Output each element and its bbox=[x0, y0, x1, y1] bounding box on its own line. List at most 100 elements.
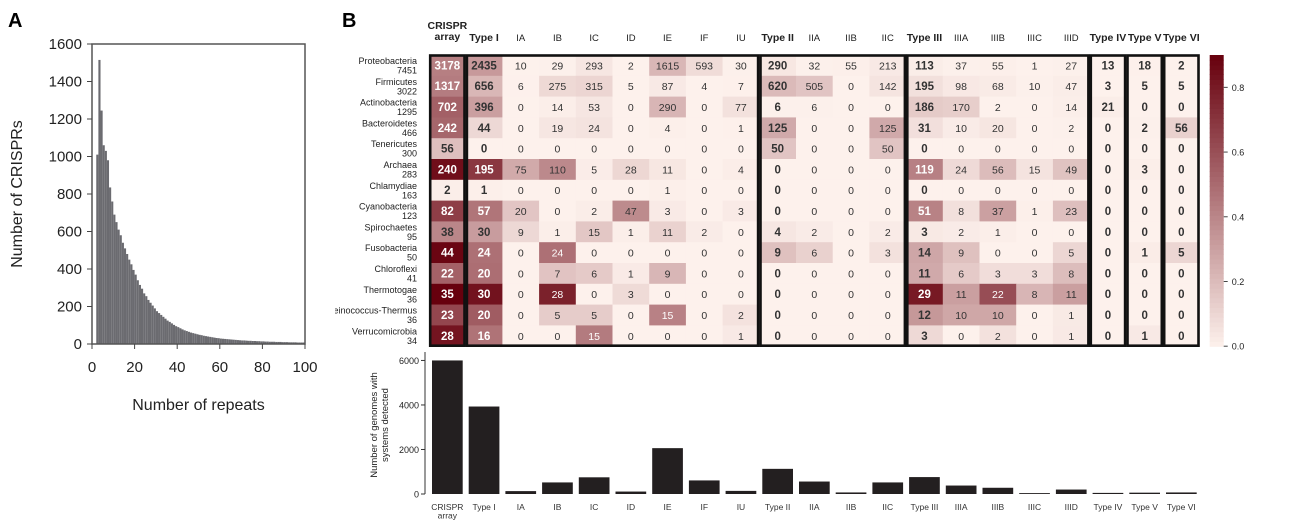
heatmap-value: 293 bbox=[585, 60, 603, 72]
heatmap-value: 77 bbox=[735, 102, 747, 114]
heatmap-cell bbox=[575, 200, 613, 222]
heatmap-cell bbox=[502, 75, 540, 97]
heatmap-cell bbox=[1052, 55, 1090, 77]
heatmap-cell bbox=[539, 283, 577, 305]
x-tick-label: 80 bbox=[254, 359, 271, 376]
heatmap-value: 0 bbox=[555, 144, 561, 156]
heatmap-cell bbox=[1126, 304, 1164, 326]
column-group-border bbox=[1162, 54, 1200, 348]
heatmap-value: 0 bbox=[628, 310, 634, 322]
heatmap-cell bbox=[429, 283, 466, 305]
histogram-bar bbox=[111, 201, 114, 344]
heatmap-cell bbox=[1163, 304, 1200, 326]
row-label-count: 36 bbox=[407, 315, 417, 325]
heatmap-cell bbox=[575, 96, 613, 118]
heatmap-cell bbox=[759, 221, 797, 243]
heatmap-cell bbox=[465, 117, 503, 139]
heatmap-value: 1615 bbox=[656, 60, 680, 72]
colorbar-segment bbox=[1209, 249, 1224, 255]
heatmap-value: 290 bbox=[659, 102, 677, 114]
histogram-bar bbox=[102, 145, 105, 344]
colorbar-segment bbox=[1209, 142, 1224, 148]
colorbar-segment bbox=[1209, 307, 1224, 313]
histogram-bar bbox=[219, 338, 222, 344]
colorbar-segment bbox=[1209, 200, 1224, 207]
colorbar-segment bbox=[1209, 224, 1224, 231]
heatmap-value: 2 bbox=[885, 227, 891, 239]
colorbar-segment bbox=[1209, 103, 1224, 109]
column-group-border bbox=[759, 54, 907, 348]
heatmap-cell bbox=[722, 325, 760, 347]
colorbar-segment bbox=[1209, 253, 1224, 260]
heatmap-value: 0 bbox=[848, 102, 854, 114]
heatmap-cell bbox=[796, 55, 833, 77]
heatmap-value: 20 bbox=[478, 310, 491, 322]
heatmap-cell bbox=[942, 96, 980, 118]
heatmap-cell bbox=[1089, 304, 1127, 326]
heatmap-value: 0 bbox=[1032, 248, 1038, 260]
x-tick-label: 40 bbox=[169, 359, 186, 376]
heatmap-cell bbox=[942, 221, 980, 243]
histogram-bar bbox=[253, 341, 257, 344]
histogram-bar bbox=[104, 150, 107, 344]
heatmap-cell bbox=[759, 75, 797, 97]
heatmap-value: 47 bbox=[625, 206, 637, 218]
row-label-count: 7451 bbox=[397, 66, 417, 76]
heatmap-value: 19 bbox=[552, 123, 564, 135]
row-label-count: 3022 bbox=[397, 86, 417, 96]
x-tick-label: 100 bbox=[292, 359, 317, 376]
heatmap-value: 2 bbox=[444, 185, 450, 197]
heatmap-value: 3178 bbox=[435, 60, 461, 72]
histogram-bar bbox=[119, 235, 122, 344]
x-tick-label: 60 bbox=[211, 359, 228, 376]
histogram-bar bbox=[294, 342, 297, 344]
heatmap-cell bbox=[1016, 242, 1054, 264]
heatmap-cell bbox=[465, 75, 503, 97]
count-bar bbox=[615, 491, 647, 494]
heatmap-value: 0 bbox=[738, 248, 744, 260]
colorbar-segment bbox=[1209, 186, 1224, 192]
heatmap-cell bbox=[612, 117, 650, 139]
colorbar-segment bbox=[1209, 321, 1224, 328]
heatmap-cell bbox=[1052, 117, 1090, 139]
histogram-bar bbox=[249, 340, 252, 344]
colorbar-segment bbox=[1209, 268, 1224, 274]
heatmap-value: 1 bbox=[481, 185, 488, 197]
heatmap-cell bbox=[979, 304, 1017, 326]
heatmap-cell bbox=[685, 325, 723, 347]
colorbar-segment bbox=[1209, 113, 1224, 119]
histogram-bar bbox=[228, 339, 231, 344]
heatmap-value: 0 bbox=[518, 123, 524, 135]
heatmap-value: 0 bbox=[591, 248, 597, 260]
heatmap-cell bbox=[869, 304, 907, 326]
column-header: IE bbox=[663, 33, 672, 44]
bar-category-label: IA bbox=[517, 502, 525, 512]
heatmap-cell bbox=[979, 55, 1017, 77]
colorbar-segment bbox=[1209, 122, 1224, 129]
colorbar-segment bbox=[1209, 317, 1224, 323]
histogram-bar bbox=[273, 341, 276, 344]
heatmap-value: 0 bbox=[518, 248, 524, 260]
heatmap-value: 213 bbox=[879, 60, 897, 72]
heatmap-cell bbox=[612, 283, 650, 305]
heatmap-value: 0 bbox=[811, 123, 817, 135]
heatmap-value: 9 bbox=[665, 268, 671, 280]
heatmap-cell bbox=[502, 304, 540, 326]
heatmap-cell bbox=[429, 55, 466, 77]
heatmap-value: 1 bbox=[665, 185, 671, 197]
column-header: Type II bbox=[761, 32, 794, 44]
heatmap-cell bbox=[1126, 263, 1164, 285]
heatmap-value: 0 bbox=[848, 144, 854, 156]
heatmap-cell bbox=[465, 200, 503, 222]
heatmap-cell bbox=[796, 242, 833, 264]
histogram-bar bbox=[115, 222, 118, 344]
heatmap-value: 0 bbox=[738, 268, 744, 280]
heatmap-value: 0 bbox=[958, 331, 964, 343]
heatmap-cell bbox=[649, 221, 687, 243]
heatmap-cell bbox=[1016, 283, 1054, 305]
heatmap-value: 5 bbox=[1068, 248, 1074, 260]
colorbar-segment bbox=[1209, 205, 1224, 211]
row-label-name: Firmicutes bbox=[375, 77, 417, 87]
heatmap-value: 6 bbox=[591, 268, 597, 280]
heatmap-value: 0 bbox=[665, 144, 671, 156]
